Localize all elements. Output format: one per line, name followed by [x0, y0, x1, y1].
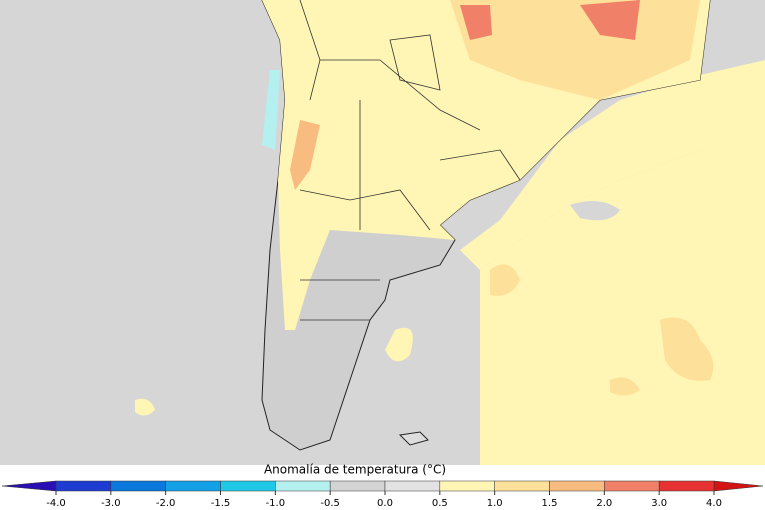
colorbar-tick-label: -3.0	[101, 498, 121, 509]
colorbar-bin	[110, 480, 166, 492]
colorbar-bin	[604, 480, 660, 492]
colorbar-tick-label: -1.0	[266, 498, 286, 509]
colorbar-bin	[549, 480, 605, 492]
warm-patch	[610, 377, 640, 396]
warm-patch	[660, 317, 714, 381]
colorbar-over	[713, 480, 764, 492]
colorbar-tick-label: -2.0	[156, 498, 176, 509]
colorbar-tick-label: 4.0	[706, 498, 722, 509]
ocean-patch	[570, 201, 620, 221]
colorbar-bin	[439, 480, 495, 492]
colorbar-bin	[384, 480, 441, 492]
warm-patch	[490, 264, 520, 296]
colorbar-tick-label: 2.0	[596, 498, 612, 509]
colorbar-bin	[329, 480, 386, 492]
colorbar-bin	[55, 480, 112, 492]
colorbar-title: Anomalía de temperatura (°C)	[264, 463, 446, 477]
colorbar-tick-label: -1.5	[211, 498, 231, 509]
colorbar-under	[1, 480, 57, 492]
warm-land	[450, 0, 700, 100]
colorbar-bin	[275, 480, 331, 492]
colorbar-bin	[165, 480, 221, 492]
colorbar-tick-label: 1.0	[487, 498, 503, 509]
warm-ocean	[460, 60, 765, 270]
colorbar-bin	[658, 480, 715, 492]
island	[398, 431, 429, 446]
map	[0, 0, 765, 465]
borders	[299, 0, 521, 321]
warm-patch	[385, 327, 413, 362]
colorbar-bin	[494, 480, 550, 492]
hot-land	[290, 120, 320, 190]
colorbar-tick-label: 0.0	[377, 498, 393, 509]
colorbar-tick-label: -4.0	[46, 498, 66, 509]
colorbar-tick-label: -0.5	[320, 498, 340, 509]
colorbar-tick-label: 0.5	[432, 498, 448, 509]
colorbar-bin	[220, 480, 276, 492]
colorbar-tick-label: 3.0	[651, 498, 667, 509]
colorbar: -4.0 -3.0 -2.0 -1.5 -1.0 -0.5 0.0 0.5 1.0 1.5 2.0 3…	[1, 480, 764, 509]
hot-land	[460, 0, 640, 40]
colorbar-tick-label: 1.5	[542, 498, 558, 509]
cool-ocean	[262, 70, 280, 150]
warm-patch	[135, 398, 155, 416]
